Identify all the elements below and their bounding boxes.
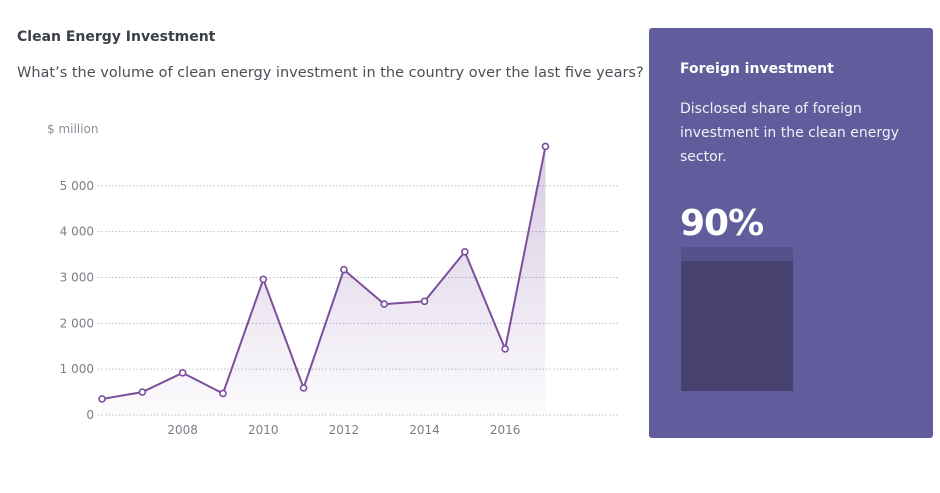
y-tick-label: 4 000 [60,225,94,239]
data-point [219,389,227,398]
y-tick-label: 5 000 [60,179,94,193]
x-tick-label: 2012 [329,423,360,437]
data-point [138,388,147,396]
x-tick-label: 2010 [248,423,279,437]
x-tick-label: 2016 [490,423,521,437]
y-tick-label: 1 000 [60,362,94,376]
data-point [461,248,469,256]
panel-description: Disclosed share of foreign investment in… [680,101,900,165]
data-point [420,297,429,306]
y-tick-label: 3 000 [60,271,94,285]
y-tick-label: 2 000 [60,316,94,330]
data-point [299,384,308,392]
foreign-investment-panel: Foreign investment Disclosed share of fo… [649,28,933,438]
y-axis-unit-label: $ million [47,122,98,136]
foreign-share-bar-fill [681,261,793,391]
panel-title: Foreign investment [680,61,834,77]
investment-line-chart: $ million 0 1 000 2 000 3 000 4 000 5 000 2008 2… [47,122,618,437]
foreign-share-bar [681,247,793,391]
series-area [102,146,546,415]
chart-question: What’s the volume of clean energy invest… [17,65,644,81]
data-point [340,265,348,274]
data-point [259,275,268,284]
data-point [501,345,509,353]
data-point [98,395,106,403]
x-tick-label: 2008 [167,423,198,437]
x-tick-label: 2014 [409,423,440,437]
data-point [178,369,187,377]
chart-title: Clean Energy Investment [17,29,216,45]
data-point [380,300,389,308]
data-point [541,142,550,151]
foreign-share-value: 90% [680,203,764,244]
y-tick-label: 0 [86,408,94,422]
series-line [101,146,547,400]
